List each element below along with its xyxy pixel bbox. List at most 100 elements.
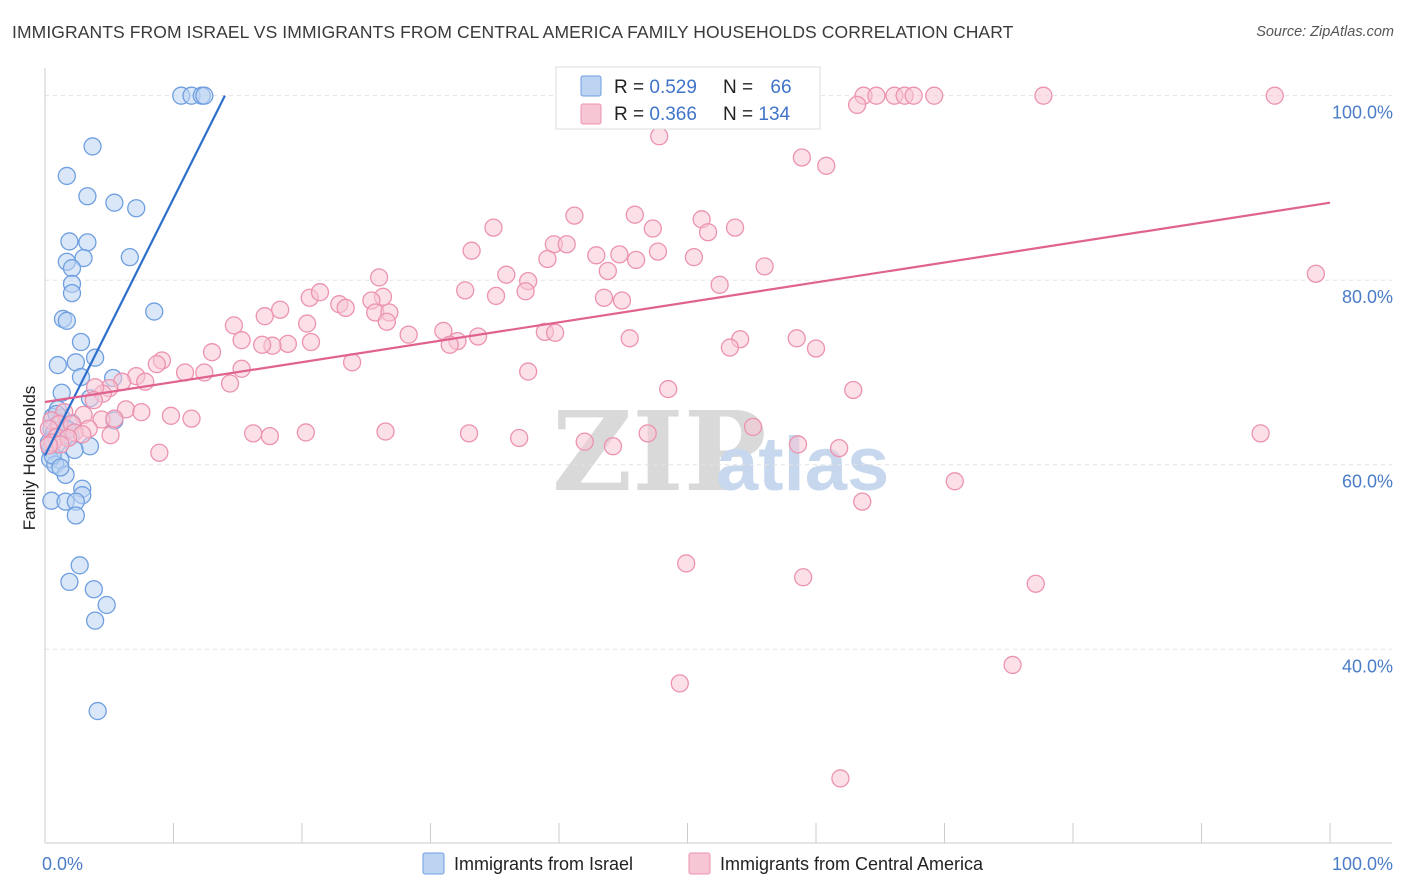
data-point (565, 206, 584, 225)
data-point (97, 595, 116, 615)
r-label: R = (614, 104, 649, 125)
legend-label-israel: Immigrants from Israel (454, 854, 633, 874)
data-point (925, 86, 944, 105)
data-point (83, 137, 102, 156)
data-point (557, 235, 576, 254)
data-point (57, 166, 76, 186)
data-point (271, 300, 290, 319)
legend-label-central-america: Immigrants from Central America (720, 854, 984, 874)
data-point (829, 438, 849, 458)
chart-title: IMMIGRANTS FROM ISRAEL VS IMMIGRANTS FRO… (12, 22, 1014, 42)
data-point (78, 233, 97, 252)
data-point (904, 86, 923, 105)
r-value: 0.529 (649, 77, 697, 98)
data-point (594, 288, 614, 307)
data-point (806, 339, 826, 358)
data-point (85, 611, 105, 630)
data-point (1306, 264, 1326, 283)
data-point (232, 331, 251, 350)
data-point (684, 247, 704, 267)
data-point (844, 380, 863, 400)
data-point (725, 218, 745, 237)
zipatlas-watermark: ZIP atlas (552, 387, 889, 516)
data-point (670, 674, 689, 693)
data-point (66, 506, 85, 525)
data-point (788, 435, 808, 454)
data-point (638, 424, 657, 443)
data-point (486, 286, 506, 306)
data-point (60, 572, 79, 592)
data-point (516, 282, 535, 301)
stats-n-central-america: N = 134 (723, 104, 791, 125)
data-point (310, 283, 330, 302)
data-point (1265, 86, 1284, 105)
data-point (720, 338, 740, 357)
data-point (62, 283, 82, 303)
r-label: R = (614, 77, 649, 98)
data-point (150, 443, 169, 462)
data-point (587, 246, 606, 265)
data-point (519, 362, 538, 381)
data-point (677, 554, 696, 573)
data-point (120, 247, 139, 267)
data-point (853, 492, 872, 511)
data-point (710, 275, 729, 294)
data-point (831, 769, 850, 788)
data-point (60, 232, 79, 251)
data-point (459, 424, 479, 443)
data-point (510, 428, 529, 448)
y-tick-label: 60.0% (1342, 472, 1393, 492)
data-point (538, 249, 557, 269)
x-tick-labels: 0.0% 100.0% (42, 854, 1393, 874)
trend-lines (44, 95, 1331, 456)
data-point (462, 241, 481, 260)
data-point (74, 248, 93, 268)
data-point (105, 409, 124, 428)
data-point (625, 205, 644, 224)
stats-row-israel: R = 0.529 (614, 77, 697, 98)
data-point (484, 218, 503, 237)
data-point (297, 314, 317, 333)
data-point (232, 359, 251, 378)
data-point (336, 298, 355, 318)
data-point (278, 334, 298, 354)
data-point (48, 355, 67, 375)
y-axis-title: Family Households (20, 386, 39, 531)
trend-line-central-america (44, 201, 1331, 404)
data-point (794, 568, 813, 587)
data-point (603, 437, 623, 456)
data-point (71, 332, 91, 352)
data-point (399, 325, 418, 344)
stats-legend: R = 0.529 N = 66 R = 0.366 N = 134 (555, 66, 821, 130)
data-point (84, 580, 103, 599)
data-point (1026, 574, 1045, 593)
data-point (659, 379, 678, 399)
n-value: 66 (770, 77, 791, 98)
data-point (369, 268, 389, 287)
data-point (62, 259, 82, 278)
data-point (945, 472, 964, 491)
data-point (743, 417, 763, 437)
series-legend: Immigrants from Israel Immigrants from C… (422, 852, 984, 875)
data-point (643, 219, 662, 238)
y-tick-label: 40.0% (1342, 656, 1393, 676)
stats-swatch-central-america (580, 103, 602, 125)
data-point (610, 245, 629, 264)
n-value: 134 (758, 104, 790, 125)
data-point (147, 355, 166, 374)
data-point (244, 424, 263, 443)
data-point (648, 242, 668, 261)
data-point (101, 426, 120, 445)
legend-swatch-central-america (688, 852, 711, 875)
data-point (620, 329, 639, 348)
data-point (847, 95, 867, 115)
data-point (296, 423, 316, 442)
data-point (145, 302, 164, 321)
data-point (255, 307, 274, 326)
data-point (650, 127, 669, 146)
data-point (132, 402, 151, 422)
trend-line-israel (44, 95, 226, 456)
data-point (598, 261, 617, 281)
data-point (224, 316, 244, 335)
data-point (817, 156, 836, 175)
